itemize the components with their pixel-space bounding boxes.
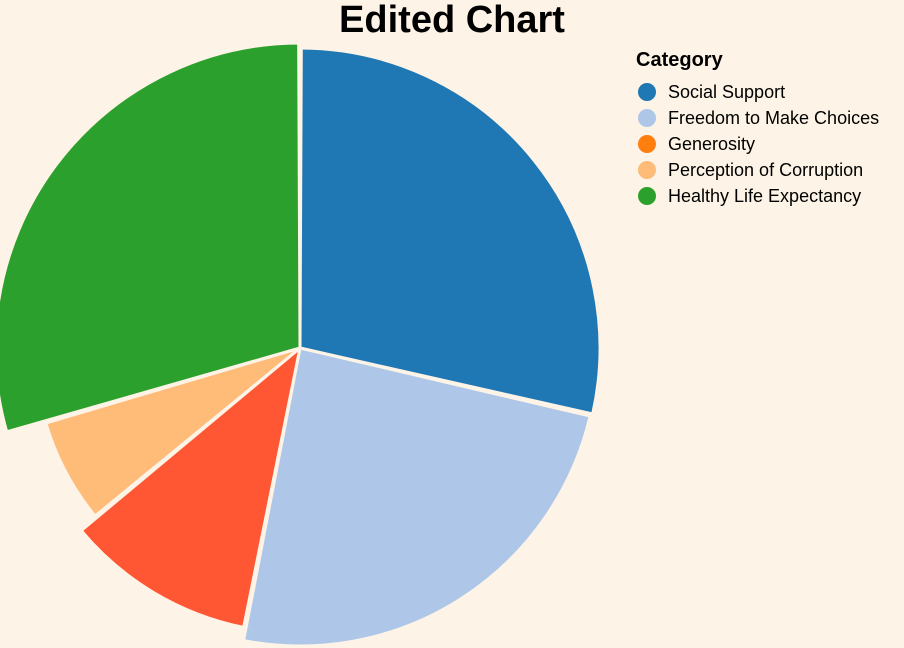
pie-slice-healthy-life-expectancy <box>0 41 302 434</box>
legend-label: Healthy Life Expectancy <box>668 186 861 206</box>
pie-slice-perception-of-corruption <box>44 346 302 518</box>
legend-title: Category <box>636 49 724 71</box>
legend-label: Perception of Corruption <box>668 160 863 180</box>
pie-slice-social-support <box>298 46 602 416</box>
pie-slices <box>0 41 602 648</box>
pie-slice-freedom-to-make-choices <box>242 346 592 648</box>
legend-swatch <box>638 83 656 101</box>
legend-label: Generosity <box>668 134 755 154</box>
legend-swatch <box>638 109 656 127</box>
legend-swatch <box>638 161 656 179</box>
chart-title: Edited Chart <box>339 0 565 41</box>
pie-slice-generosity <box>79 346 302 629</box>
legend-label: Social Support <box>668 82 785 102</box>
legend-swatch <box>638 135 656 153</box>
legend-swatch <box>638 187 656 205</box>
legend: Category Social Support Freedom to Make C… <box>636 49 879 206</box>
legend-label: Freedom to Make Choices <box>668 108 879 128</box>
